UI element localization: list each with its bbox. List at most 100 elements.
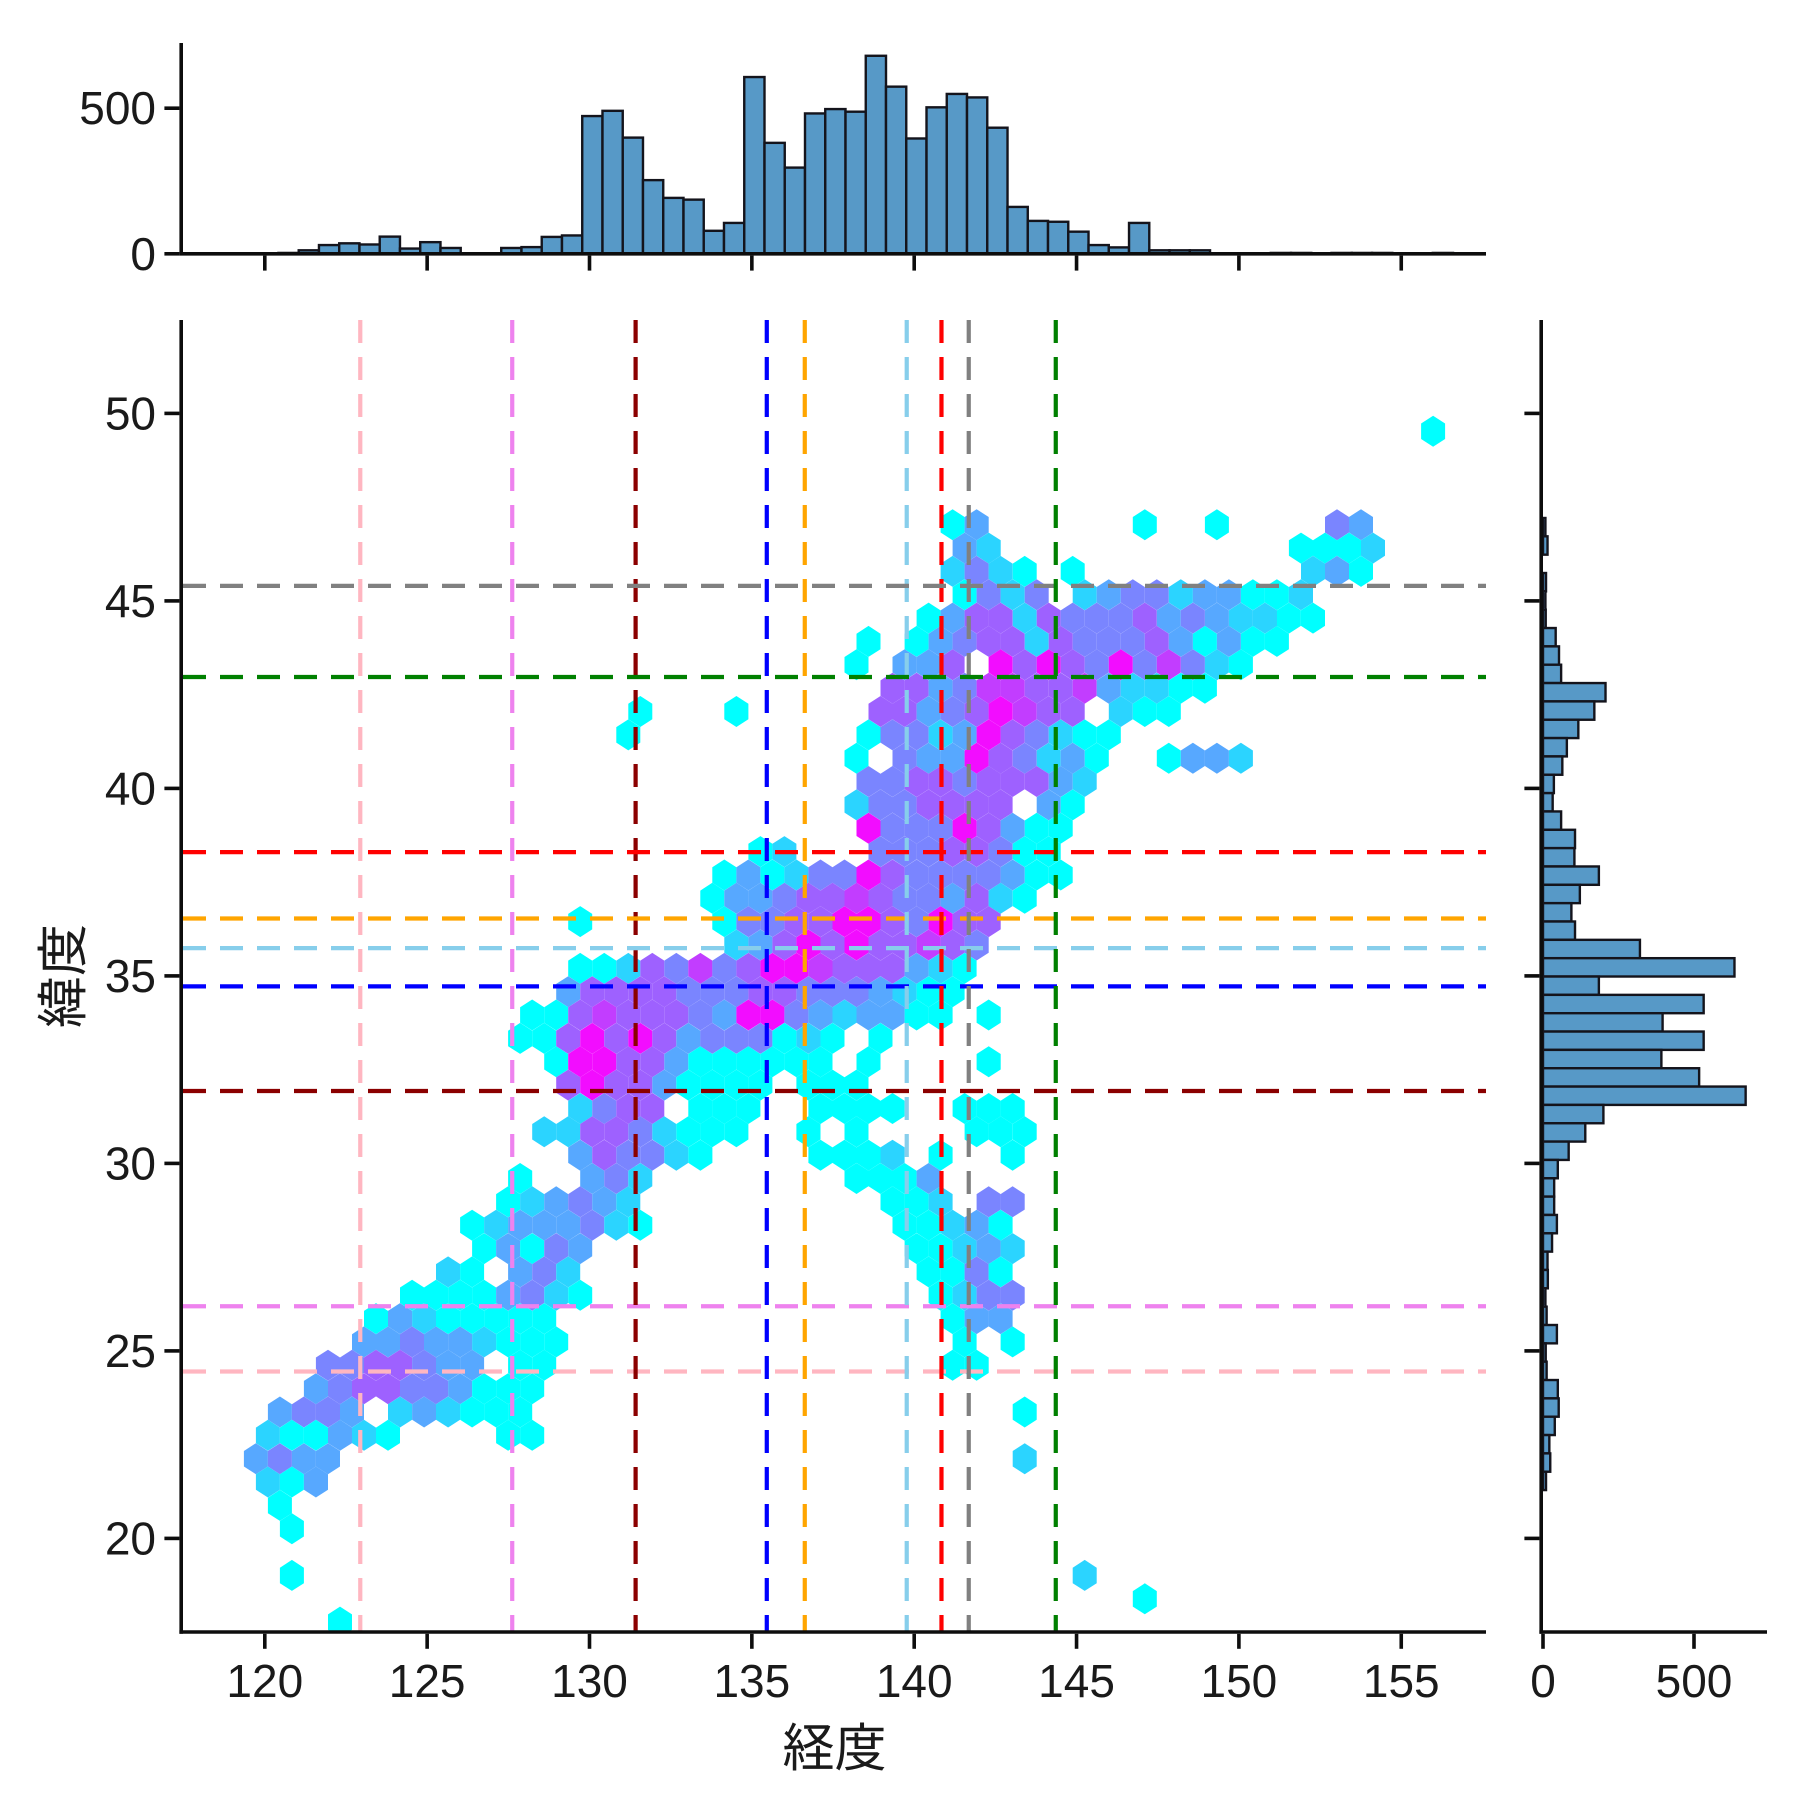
hexbin-cell bbox=[1421, 416, 1445, 447]
right-hist-bar bbox=[1543, 1417, 1555, 1435]
right-hist-bar bbox=[1543, 977, 1599, 995]
right-hist-bar bbox=[1543, 646, 1559, 664]
right-hist-bar bbox=[1543, 1380, 1558, 1398]
hexbin-cell bbox=[1157, 743, 1181, 774]
top-hist-bar bbox=[602, 111, 622, 254]
right-hist-bar bbox=[1543, 1068, 1699, 1086]
right-histogram bbox=[1543, 518, 1746, 1490]
top-hist-bar bbox=[886, 87, 906, 254]
right-hist-bar bbox=[1543, 591, 1545, 609]
top-hist-bar bbox=[643, 180, 663, 254]
top-hist-bar bbox=[380, 237, 400, 254]
right-hist-bar bbox=[1543, 1307, 1547, 1325]
hexbin-cell bbox=[1229, 743, 1253, 774]
right-hist-bar bbox=[1543, 518, 1545, 536]
hexbin-cell bbox=[1181, 743, 1205, 774]
hexbin-cell bbox=[568, 906, 592, 937]
right-hist-bar bbox=[1543, 775, 1554, 793]
hexbin-cell bbox=[1205, 743, 1229, 774]
right-hist-bar bbox=[1543, 1013, 1663, 1031]
right-hist-bar bbox=[1543, 995, 1704, 1013]
top-histogram bbox=[258, 56, 1473, 254]
right-hist-bar bbox=[1543, 536, 1548, 554]
x-tick-label: 155 bbox=[1363, 1655, 1440, 1707]
top-hist-tick-label: 500 bbox=[79, 82, 156, 134]
right-hist-bar bbox=[1543, 1105, 1603, 1123]
right-hist-tick-label: 0 bbox=[1530, 1655, 1556, 1707]
right-hist-bar bbox=[1543, 1197, 1554, 1215]
right-hist-bar bbox=[1543, 1123, 1585, 1141]
top-hist-bar bbox=[663, 198, 683, 254]
top-hist-bar bbox=[744, 77, 764, 254]
y-tick-label: 30 bbox=[105, 1137, 156, 1189]
right-hist-bar bbox=[1543, 1178, 1554, 1196]
top-hist-bar bbox=[623, 138, 643, 254]
top-hist-bar bbox=[866, 56, 886, 254]
right-hist-bar bbox=[1543, 665, 1561, 683]
top-hist-bar bbox=[1129, 223, 1149, 254]
x-tick-label: 150 bbox=[1201, 1655, 1278, 1707]
top-hist-bar bbox=[947, 94, 967, 254]
right-hist-bar bbox=[1543, 885, 1580, 903]
right-hist-bar bbox=[1543, 720, 1578, 738]
right-hist-bar bbox=[1543, 701, 1594, 719]
right-hist-tick-label: 500 bbox=[1656, 1655, 1733, 1707]
y-tick-label: 20 bbox=[105, 1512, 156, 1564]
hexbin-cell bbox=[1073, 1560, 1097, 1591]
y-tick-label: 50 bbox=[105, 387, 156, 439]
right-hist-bar bbox=[1543, 848, 1574, 866]
hexbin-cell bbox=[1013, 1443, 1037, 1474]
y-tick-label: 40 bbox=[105, 762, 156, 814]
hexbin-cell bbox=[977, 1046, 1001, 1077]
x-tick-label: 135 bbox=[713, 1655, 790, 1707]
top-hist-bar bbox=[846, 112, 866, 254]
top-hist-bar bbox=[582, 116, 602, 254]
x-tick-label: 140 bbox=[876, 1655, 953, 1707]
right-hist-bar bbox=[1543, 1032, 1704, 1050]
hexbin-cell bbox=[1013, 1397, 1037, 1428]
right-hist-bar bbox=[1543, 1160, 1558, 1178]
right-hist-bar bbox=[1543, 903, 1571, 921]
top-hist-bar bbox=[1048, 222, 1068, 254]
right-hist-bar bbox=[1543, 683, 1606, 701]
right-hist-bar bbox=[1543, 1343, 1546, 1361]
top-hist-bar bbox=[683, 200, 703, 254]
top-hist-bar bbox=[785, 168, 805, 254]
x-tick-label: 145 bbox=[1038, 1655, 1115, 1707]
right-hist-bar bbox=[1543, 628, 1556, 646]
y-tick-label: 25 bbox=[105, 1325, 156, 1377]
right-hist-bar bbox=[1543, 1398, 1559, 1416]
top-hist-bar bbox=[825, 109, 845, 254]
x-tick-label: 120 bbox=[226, 1655, 303, 1707]
right-hist-bar bbox=[1543, 1288, 1545, 1306]
top-hist-bar bbox=[1028, 221, 1048, 254]
hexbin-cell bbox=[1205, 509, 1229, 540]
top-hist-bar bbox=[562, 235, 582, 253]
hexbin-cell bbox=[280, 1560, 304, 1591]
right-hist-bar bbox=[1543, 1453, 1550, 1471]
top-hist-bar bbox=[1068, 232, 1088, 254]
hexbin-cell bbox=[532, 1116, 556, 1147]
right-hist-bar bbox=[1543, 1142, 1569, 1160]
right-hist-bar bbox=[1543, 573, 1546, 591]
hexbin-cell bbox=[881, 1093, 905, 1124]
right-hist-bar bbox=[1543, 1270, 1548, 1288]
right-hist-bar bbox=[1543, 958, 1734, 976]
x-tick-label: 125 bbox=[389, 1655, 466, 1707]
right-hist-bar bbox=[1543, 1087, 1746, 1105]
right-hist-bar bbox=[1543, 1472, 1546, 1490]
right-hist-bar bbox=[1543, 756, 1562, 774]
right-hist-bar bbox=[1543, 1050, 1661, 1068]
top-hist-bar bbox=[805, 113, 825, 253]
right-hist-bar bbox=[1543, 1215, 1557, 1233]
hexbin-cell bbox=[724, 696, 748, 727]
right-hist-bar bbox=[1543, 610, 1546, 628]
right-hist-bar bbox=[1543, 738, 1567, 756]
y-tick-label: 45 bbox=[105, 575, 156, 627]
hexbin-cell bbox=[977, 1000, 1001, 1031]
hexbin-cells bbox=[244, 416, 1445, 1638]
right-hist-bar bbox=[1543, 1435, 1549, 1453]
top-hist-bar bbox=[704, 231, 724, 254]
